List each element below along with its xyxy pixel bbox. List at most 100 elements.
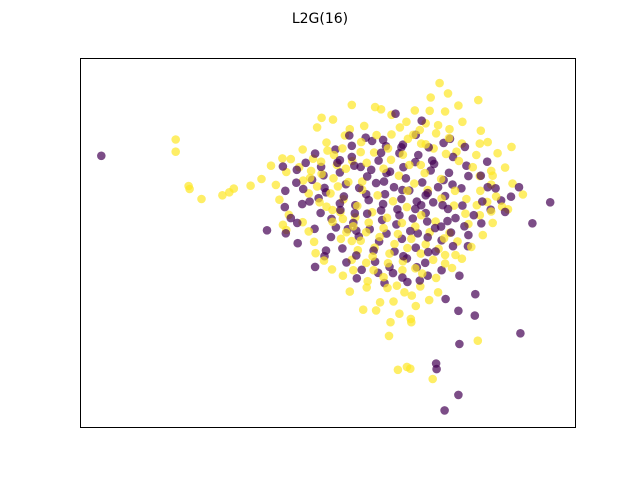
chart-title: L2G(16) (292, 11, 348, 27)
scatter-point-class-1 (171, 135, 180, 144)
scatter-point-class-0 (362, 209, 372, 218)
scatter-point-class-1 (450, 186, 460, 196)
scatter-point-class-1 (444, 133, 454, 143)
scatter-point-class-0 (352, 251, 361, 260)
scatter-point-class-0 (362, 172, 372, 181)
scatter-point-class-1 (349, 265, 358, 275)
scatter-point-class-1 (328, 205, 337, 215)
scatter-point-class-1 (385, 249, 394, 258)
scatter-point-class-0 (420, 258, 430, 268)
scatter-point-class-1 (454, 101, 463, 110)
scatter-point-class-1 (407, 234, 416, 244)
scatter-point-class-0 (455, 339, 464, 349)
scatter-point-class-0 (345, 131, 354, 140)
scatter-point-class-0 (367, 136, 377, 146)
scatter-point-class-0 (417, 116, 427, 125)
scatter-point-class-0 (292, 218, 302, 228)
scatter-point-class-1 (361, 258, 371, 268)
scatter-point-class-1 (476, 186, 485, 196)
scatter-point-class-0 (514, 182, 524, 192)
scatter-point-class-1 (402, 117, 411, 127)
scatter-point-class-1 (328, 115, 338, 124)
scatter-point-class-1 (344, 177, 353, 187)
scatter-point-class-0 (380, 189, 390, 199)
scatter-point-class-1 (369, 148, 379, 157)
scatter-point-class-0 (297, 199, 307, 209)
scatter-point-class-1 (461, 209, 470, 218)
scatter-point-class-0 (357, 265, 367, 275)
scatter-point-class-0 (350, 209, 360, 218)
scatter-point-class-0 (320, 183, 329, 193)
scatter-point-class-1 (473, 336, 483, 346)
scatter-point-class-0 (293, 238, 303, 248)
scatter-point-class-0 (397, 143, 406, 152)
scatter-point-class-1 (410, 179, 419, 188)
scatter-point-class-1 (356, 137, 366, 147)
scatter-point-class-0 (477, 219, 486, 228)
scatter-point-class-0 (431, 247, 440, 256)
scatter-point-class-0 (352, 274, 362, 283)
scatter-point-class-1 (417, 269, 427, 278)
scatter-point-class-0 (460, 142, 470, 152)
scatter-point-class-1 (440, 259, 450, 268)
scatter-point-class-1 (306, 166, 316, 176)
scatter-point-class-1 (458, 117, 467, 127)
scatter-point-class-1 (431, 129, 441, 138)
scatter-point-class-1 (383, 144, 393, 153)
scatter-point-class-0 (444, 168, 454, 178)
scatter-point-class-1 (507, 142, 516, 152)
scatter-point-class-0 (371, 178, 381, 188)
scatter-point-class-0 (470, 311, 480, 320)
scatter-point-class-0 (528, 219, 537, 228)
scatter-point-class-1 (403, 134, 413, 144)
scatter-point-class-1 (435, 78, 444, 88)
scatter-point-class-1 (386, 155, 396, 165)
scatter-point-class-0 (278, 162, 288, 171)
scatter-point-class-0 (335, 155, 345, 165)
scatter-point-class-1 (316, 157, 326, 166)
scatter-point-class-1 (171, 147, 180, 156)
scatter-point-class-1 (462, 194, 471, 204)
scatter-point-class-1 (439, 234, 449, 243)
scatter-point-class-1 (326, 189, 335, 198)
scatter-point-class-0 (326, 232, 336, 242)
scatter-point-class-1 (317, 113, 326, 123)
scatter-point-class-0 (428, 198, 438, 207)
scatter-point-class-1 (468, 162, 478, 172)
scatter-point-class-1 (403, 186, 412, 196)
scatter-point-class-1 (327, 265, 337, 274)
scatter-point-class-1 (431, 273, 441, 283)
scatter-point-class-0 (433, 182, 443, 192)
scatter-point-class-1 (386, 317, 395, 327)
scatter-point-class-1 (437, 194, 446, 203)
scatter-point-class-0 (399, 251, 408, 261)
scatter-point-class-0 (321, 246, 331, 255)
scatter-point-class-1 (358, 305, 368, 315)
scatter-point-class-1 (436, 174, 446, 184)
scatter-point-class-1 (362, 158, 372, 168)
scatter-point-class-1 (428, 255, 438, 265)
scatter-point-class-1 (362, 283, 372, 292)
scatter-point-class-0 (374, 156, 383, 165)
scatter-point-class-0 (431, 359, 441, 368)
scatter-point-class-1 (319, 256, 329, 265)
scatter-point-class-1 (474, 95, 483, 105)
scatter-point-class-1 (375, 232, 384, 242)
scatter-point-class-1 (402, 202, 412, 212)
scatter-point-class-1 (298, 145, 308, 154)
scatter-point-class-1 (383, 258, 393, 268)
scatter-point-class-0 (292, 178, 301, 187)
scatter-point-class-0 (305, 197, 314, 206)
scatter-point-class-0 (379, 177, 389, 186)
scatter-point-class-0 (438, 200, 447, 210)
scatter-point-class-1 (375, 298, 385, 307)
scatter-point-class-0 (336, 205, 345, 215)
scatter-point-class-0 (364, 195, 374, 205)
scatter-point-class-0 (437, 265, 446, 275)
scatter-point-class-0 (417, 178, 427, 187)
points-layer (97, 78, 555, 415)
scatter-point-class-0 (482, 157, 492, 166)
scatter-point-class-0 (391, 109, 400, 118)
scatter-point-class-1 (266, 161, 276, 170)
